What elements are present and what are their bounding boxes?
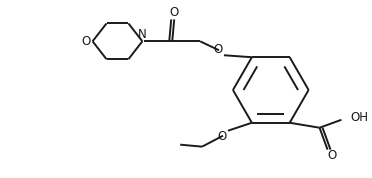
Text: O: O [170, 6, 179, 19]
Text: O: O [214, 43, 222, 56]
Text: O: O [217, 130, 227, 143]
Text: O: O [327, 149, 336, 162]
Text: O: O [81, 35, 90, 48]
Text: N: N [138, 28, 147, 41]
Text: OH: OH [350, 111, 368, 124]
